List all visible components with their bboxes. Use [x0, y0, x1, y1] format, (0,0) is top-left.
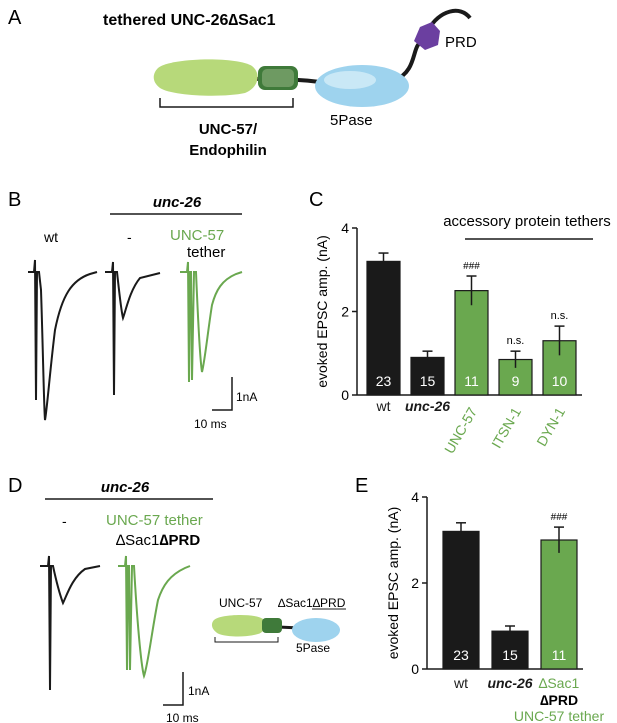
- y-tick-label: 0: [341, 387, 349, 403]
- d-mini-pase: 5Pase: [296, 641, 330, 655]
- b-dash-label: -: [127, 229, 132, 245]
- prd-domain: [414, 22, 440, 50]
- y-tick-label: 4: [341, 220, 349, 236]
- y-axis-label: evoked EPSC amp. (nA): [385, 507, 401, 660]
- bracket: [159, 98, 294, 108]
- category-label: wt: [453, 675, 468, 691]
- n-label: 15: [502, 647, 518, 663]
- n-label: 15: [420, 373, 436, 389]
- category-label: wt: [376, 398, 391, 414]
- b-scale-y: 1nA: [236, 390, 257, 404]
- chart-e: 0 2 4 evoked EPSC amp. (nA) 23 wt 15 unc-26 11 ##…: [385, 489, 604, 723]
- prd-label: PRD: [445, 34, 477, 51]
- b-scale-bar: [212, 377, 233, 411]
- n-label: 11: [464, 373, 479, 389]
- y-axis-label: evoked EPSC amp. (nA): [314, 235, 330, 388]
- bar: [442, 530, 480, 670]
- d-mini-5pase: [292, 618, 340, 642]
- n-label: 9: [512, 373, 520, 389]
- linker-domain-highlight: [262, 69, 294, 87]
- y-tick-label: 2: [411, 575, 419, 591]
- category-extra-label: ∆PRD: [540, 692, 578, 708]
- d-mini-bracket: [214, 637, 279, 643]
- panel-letter-d: D: [8, 475, 22, 497]
- sig-label: ###: [551, 512, 568, 523]
- y-tick-label: 2: [341, 304, 349, 320]
- bar: [491, 630, 529, 670]
- category-label: ∆Sac1: [539, 675, 580, 691]
- n-label: 11: [552, 647, 567, 663]
- d-genotype-label: unc-26: [101, 479, 150, 496]
- panel-a-title: tethered UNC-26∆Sac1: [103, 12, 276, 29]
- panel-letter-e: E: [355, 475, 368, 497]
- n-label: 10: [552, 373, 568, 389]
- b-wt-label: wt: [43, 229, 58, 245]
- b-scale-x: 10 ms: [194, 417, 227, 431]
- 5pase-label: 5Pase: [330, 112, 373, 129]
- d-dash-label: -: [62, 513, 67, 529]
- sig-label: n.s.: [551, 310, 569, 322]
- 5pase-highlight: [324, 71, 376, 89]
- category-label: DYN-1: [533, 404, 568, 449]
- category-label: unc-26: [405, 398, 450, 414]
- chart-c: 0 2 4 evoked EPSC amp. (nA) 23 wt 15 unc-26 11 ##…: [314, 213, 611, 456]
- panel-letter-b: B: [8, 189, 21, 211]
- b-tether-label-2: tether: [187, 244, 225, 261]
- b-unc26-trace: [105, 261, 161, 396]
- bracket-label-1: UNC-57/: [199, 121, 258, 138]
- b-genotype-label: unc-26: [153, 194, 202, 211]
- d-scale-y: 1nA: [188, 684, 209, 698]
- sig-label: n.s.: [507, 335, 525, 347]
- d-tether-sac1: ∆Sac1: [116, 532, 159, 549]
- d-tether-label-2a: ∆Sac1∆PRD: [116, 532, 200, 549]
- panel-letter-a: A: [8, 7, 22, 29]
- category-label: unc-26: [487, 675, 532, 691]
- b-wt-trace: [28, 259, 98, 421]
- d-tether-trace: [118, 555, 191, 680]
- sig-label: ###: [463, 261, 480, 272]
- d-tether-label-1: UNC-57 tether: [106, 512, 203, 529]
- category-extra-label: UNC-57 tether: [514, 708, 605, 723]
- b-tether-trace: [180, 261, 243, 383]
- bar: [366, 260, 401, 396]
- d-mini-sac: ∆Sac1∆PRD: [278, 596, 346, 610]
- y-tick-label: 4: [411, 489, 419, 505]
- accessory-bracket-label: accessory protein tethers: [443, 213, 611, 230]
- d-tether-prd: ∆PRD: [159, 532, 200, 549]
- bracket-label-2: Endophilin: [189, 142, 266, 159]
- endophilin-domain: [153, 59, 258, 96]
- b-tether-label-1: UNC-57: [170, 227, 224, 244]
- d-scale-bar: [163, 672, 184, 706]
- d-mini-endophilin: [211, 614, 266, 637]
- d-unc26-trace: [40, 555, 101, 691]
- d-mini-linker-domain: [262, 618, 282, 633]
- d-scale-x: 10 ms: [166, 711, 199, 723]
- category-label: ITSN-1: [488, 404, 524, 451]
- panel-letter-c: C: [309, 189, 323, 211]
- n-label: 23: [453, 647, 469, 663]
- bar: [540, 539, 578, 670]
- y-tick-label: 0: [411, 661, 419, 677]
- d-mini-unc57: UNC-57: [219, 596, 263, 610]
- n-label: 23: [376, 373, 392, 389]
